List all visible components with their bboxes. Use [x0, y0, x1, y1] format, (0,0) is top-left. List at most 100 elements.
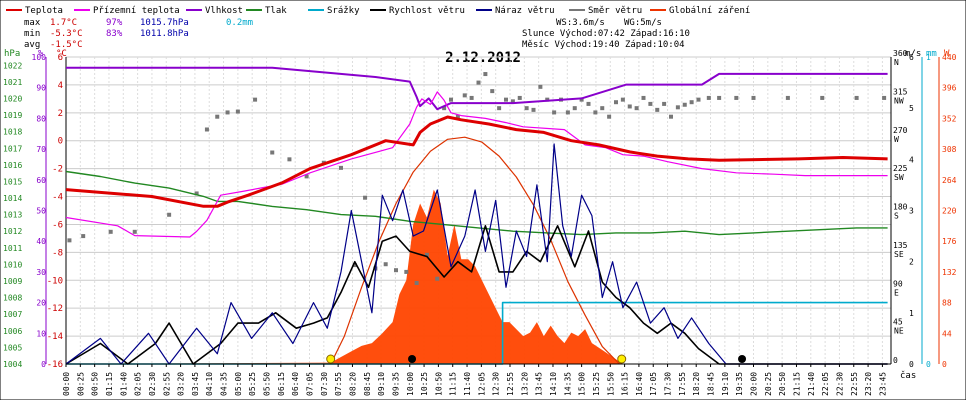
wind-direction-point: [620, 97, 625, 102]
wind-direction-point: [67, 238, 72, 243]
direction-compass-label: SE: [894, 250, 904, 259]
wind-direction-point: [352, 263, 357, 268]
wind-direction-point: [383, 262, 388, 267]
humidity-tick-label: 100: [32, 53, 47, 62]
stats-temp: -1.5°C: [50, 40, 83, 50]
wind-direction-point: [655, 107, 660, 112]
x-tick-label: 06:15: [277, 372, 286, 396]
pressure-tick-label: 1013: [3, 211, 22, 220]
wind-direction-point: [682, 102, 687, 107]
wind-direction-point: [565, 110, 570, 115]
direction-tick-label: 45: [893, 318, 903, 327]
wind-direction-point: [442, 106, 447, 111]
temperature-tick-label: 4: [58, 81, 63, 91]
x-tick-label: 00:50: [91, 372, 100, 396]
radiation-tick-label: 440: [942, 53, 957, 62]
x-tick-label: 20:00: [750, 372, 759, 396]
legend-item: Směr větru: [569, 6, 642, 16]
wind-direction-point: [538, 84, 543, 89]
radiation-tick-label: 352: [942, 114, 957, 123]
wind-tick-label: 6: [909, 53, 914, 62]
direction-tick-label: 135: [893, 241, 908, 250]
wind-direction-point: [689, 100, 694, 105]
direction-tick-label: 225: [893, 164, 908, 173]
wind-tick-label: 1: [909, 309, 914, 318]
pressure-tick-label: 1007: [3, 310, 22, 319]
temperature-tick-label: -14: [47, 332, 63, 342]
wind-direction-point: [669, 114, 673, 119]
humidity-tick-label: 60: [36, 176, 46, 185]
direction-tick-label: 315: [893, 87, 908, 96]
wind-direction-point: [634, 106, 639, 111]
x-tick-label: 10:25: [420, 372, 429, 396]
x-tick-label: 03:45: [191, 372, 200, 396]
radiation-unit: W: [944, 49, 950, 59]
x-tick-label: 17:05: [649, 372, 658, 396]
wind-speed-line: [65, 225, 888, 365]
direction-compass-label: SW: [894, 173, 904, 182]
grid: [65, 56, 891, 365]
wind-direction-point: [363, 195, 368, 200]
legend: Teplota Přízemní teplota Vlhkost Tlak Srážky…: [6, 6, 750, 16]
wind-direction-point: [497, 106, 502, 111]
wind-direction-point: [593, 110, 598, 115]
pressure-tick-label: 1014: [3, 194, 22, 203]
sun-times: Slunce Východ:07:42 Západ:16:10: [522, 29, 690, 39]
radiation-tick-label: 396: [942, 84, 957, 93]
wind-direction-point: [586, 101, 591, 106]
wind-direction-point: [394, 268, 398, 273]
humidity-tick-label: 30: [36, 268, 46, 277]
temperature-tick-label: -12: [47, 304, 63, 314]
pressure-line: [65, 170, 888, 236]
direction-compass-label: E: [894, 288, 899, 297]
x-tick-label: 07:30: [320, 372, 329, 396]
wind-direction-point: [545, 97, 550, 102]
humidity-tick-label: 10: [36, 329, 46, 338]
humidity-line: [66, 66, 888, 111]
legend-label: Globální záření: [669, 6, 750, 16]
legend-item: Náraz větru: [476, 6, 555, 16]
temperature-tick-label: 0: [58, 137, 63, 147]
x-tick-label: 04:35: [220, 372, 229, 396]
humidity-tick-label: 70: [36, 145, 46, 154]
x-tick-label: 07:05: [305, 372, 314, 396]
stats-pressure: 1011.8hPa: [140, 29, 189, 39]
radiation-tick-label: 0: [942, 360, 947, 369]
pressure-tick-label: 1004: [3, 360, 22, 369]
wind-direction-point: [854, 95, 859, 100]
plot-area: [65, 66, 888, 365]
wind-direction-point: [225, 110, 230, 115]
wind-direction-point: [614, 100, 618, 105]
stats-row-label: avg: [24, 40, 40, 50]
wind-direction-point: [81, 234, 86, 239]
wind-direction-point: [607, 114, 612, 119]
humidity-tick-label: 40: [36, 237, 46, 246]
pressure-tick-label: 1016: [3, 161, 22, 170]
wind-direction-point: [820, 95, 825, 100]
pressure-tick-label: 1022: [3, 61, 22, 70]
x-tick-label: 18:20: [692, 372, 701, 396]
pressure-tick-label: 1018: [3, 128, 22, 137]
x-tick-label: 21:15: [792, 372, 801, 396]
rain-tick-label: 0: [926, 360, 931, 369]
legend-item: Teplota: [6, 6, 63, 16]
chart-title: 2.12.2012: [445, 50, 521, 66]
x-tick-label: 10:00: [406, 372, 415, 396]
x-tick-label: 05:00: [234, 372, 243, 396]
radiation-tick-label: 264: [942, 176, 957, 185]
x-tick-label: 16:40: [635, 372, 644, 396]
moon-times: Měsíc Východ:19:40 Západ:10:04: [522, 40, 685, 50]
radiation-tick-label: 220: [942, 207, 957, 216]
x-tick-label: 07:55: [334, 372, 343, 396]
direction-compass-label: NW: [894, 96, 904, 105]
temperature-tick-label: -10: [47, 276, 63, 286]
direction-tick-label: 180: [893, 203, 908, 212]
wind-direction-point: [662, 101, 667, 106]
wind-direction-point: [552, 110, 557, 115]
x-tick-label: 18:45: [707, 372, 716, 396]
legend-item: Přízemní teplota: [74, 6, 180, 16]
stats-rain: 0.2mm: [226, 18, 253, 28]
